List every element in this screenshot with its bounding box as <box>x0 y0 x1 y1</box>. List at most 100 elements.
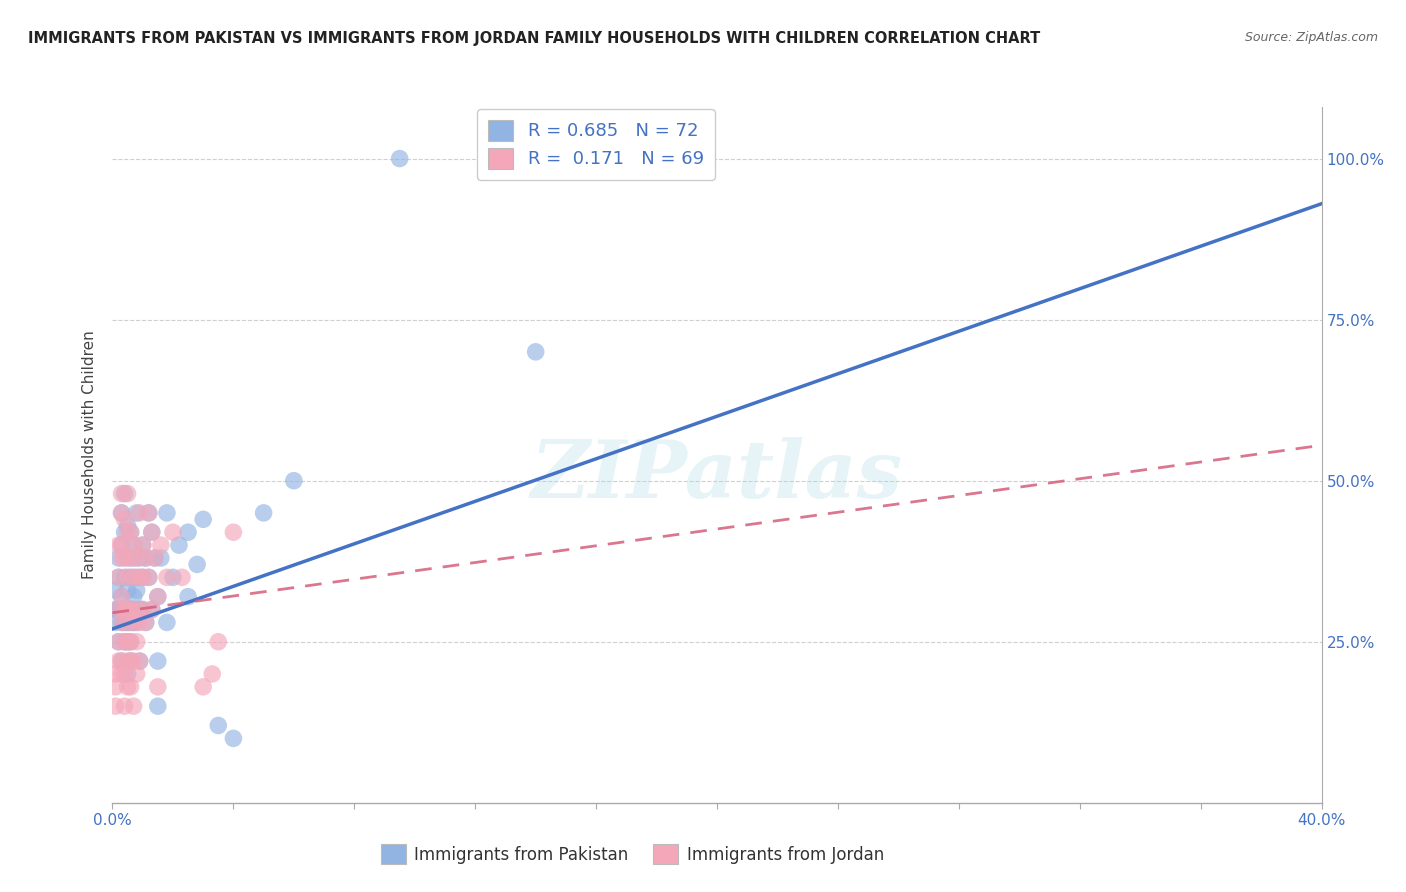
Point <box>141 602 163 616</box>
Point <box>120 525 142 540</box>
Point <box>135 615 157 630</box>
Point <box>114 570 136 584</box>
Point <box>104 699 127 714</box>
Point <box>120 570 142 584</box>
Point <box>117 615 139 630</box>
Point <box>117 583 139 598</box>
Point <box>132 602 155 616</box>
Point <box>141 525 163 540</box>
Text: Source: ZipAtlas.com: Source: ZipAtlas.com <box>1244 31 1378 45</box>
Point <box>110 486 132 500</box>
Point <box>149 538 172 552</box>
Point <box>107 634 129 648</box>
Point <box>146 699 169 714</box>
Point <box>283 474 305 488</box>
Point <box>138 506 160 520</box>
Point <box>141 525 163 540</box>
Point <box>156 506 179 520</box>
Point <box>117 525 139 540</box>
Point <box>125 506 148 520</box>
Point <box>104 602 127 616</box>
Point <box>132 570 155 584</box>
Point <box>117 551 139 566</box>
Point <box>524 344 547 359</box>
Point <box>120 615 142 630</box>
Point <box>122 615 145 630</box>
Point <box>104 667 127 681</box>
Point <box>110 615 132 630</box>
Point <box>201 667 224 681</box>
Point <box>138 570 160 584</box>
Point <box>128 551 150 566</box>
Point <box>125 667 148 681</box>
Point <box>117 570 139 584</box>
Point <box>170 570 193 584</box>
Point <box>122 551 145 566</box>
Point <box>104 583 127 598</box>
Point <box>117 667 139 681</box>
Point <box>114 699 136 714</box>
Point <box>114 634 136 648</box>
Point <box>167 538 190 552</box>
Point <box>253 506 276 520</box>
Point <box>110 667 132 681</box>
Point <box>107 551 129 566</box>
Y-axis label: Family Households with Children: Family Households with Children <box>82 331 97 579</box>
Point <box>114 667 136 681</box>
Point <box>114 602 136 616</box>
Point <box>191 680 214 694</box>
Point <box>110 590 132 604</box>
Point <box>110 506 132 520</box>
Point <box>125 583 148 598</box>
Point <box>146 590 169 604</box>
Point <box>128 615 150 630</box>
Point <box>117 654 139 668</box>
Point <box>117 518 139 533</box>
Point <box>149 551 172 566</box>
Point <box>135 551 157 566</box>
Point <box>110 551 132 566</box>
Point <box>177 590 200 604</box>
Point <box>120 634 142 648</box>
Point <box>114 634 136 648</box>
Point <box>156 615 179 630</box>
Point <box>110 615 132 630</box>
Point <box>120 654 142 668</box>
Point <box>104 615 127 630</box>
Point <box>122 538 145 552</box>
Point <box>156 570 179 584</box>
Point <box>114 602 136 616</box>
Point <box>110 590 132 604</box>
Point <box>110 602 132 616</box>
Point <box>114 615 136 630</box>
Point <box>177 525 200 540</box>
Point <box>138 570 160 584</box>
Point <box>107 538 129 552</box>
Point <box>107 602 129 616</box>
Point <box>388 152 411 166</box>
Point <box>128 602 150 616</box>
Point <box>207 634 229 648</box>
Point <box>128 570 150 584</box>
Point <box>128 654 150 668</box>
Point <box>117 615 139 630</box>
Point <box>110 538 132 552</box>
Point <box>143 551 166 566</box>
Point <box>146 654 169 668</box>
Point <box>117 680 139 694</box>
Point <box>125 634 148 648</box>
Point <box>135 615 157 630</box>
Point <box>125 615 148 630</box>
Point <box>120 551 142 566</box>
Point <box>120 602 142 616</box>
Point <box>120 654 142 668</box>
Point <box>146 680 169 694</box>
Point <box>125 551 148 566</box>
Point <box>120 680 142 694</box>
Point <box>132 570 155 584</box>
Point <box>132 538 155 552</box>
Point <box>128 506 150 520</box>
Point <box>107 602 129 616</box>
Point <box>117 634 139 648</box>
Point <box>117 602 139 616</box>
